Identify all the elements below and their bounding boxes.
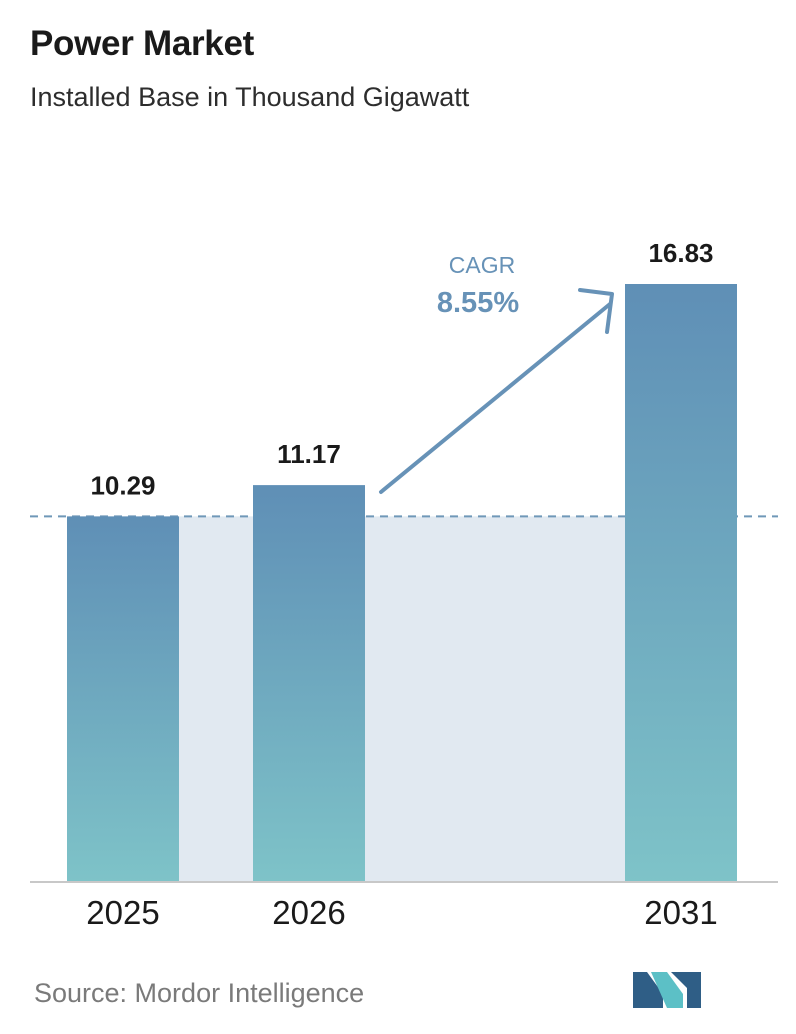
shaded-band: [365, 516, 625, 882]
x-tick-label: 2026: [272, 894, 345, 931]
value-label: 10.29: [90, 470, 155, 500]
source-note: Source: Mordor Intelligence: [34, 978, 365, 1008]
bar-chart: 10.29 11.17 16.83 2025 2026 2031 CAGR 8.55%: [30, 238, 778, 931]
cagr-label: CAGR: [449, 252, 515, 278]
chart-subtitle: Installed Base in Thousand Gigawatt: [30, 82, 470, 112]
cagr-arrowhead-icon: [578, 288, 614, 334]
mordor-intelligence-logo-icon: [633, 972, 701, 1008]
x-tick-label: 2025: [86, 894, 159, 931]
value-label: 16.83: [648, 238, 713, 268]
cagr-annotation: CAGR 8.55%: [379, 252, 614, 494]
shaded-band: [179, 516, 253, 882]
x-tick-label: 2031: [644, 894, 717, 931]
cagr-value: 8.55%: [437, 287, 519, 319]
bar-2031: [625, 284, 737, 882]
cagr-arrow: [379, 302, 612, 494]
bar-2026: [253, 485, 365, 882]
chart-title: Power Market: [30, 24, 254, 63]
value-label: 11.17: [277, 439, 341, 469]
bar-2025: [67, 516, 179, 882]
